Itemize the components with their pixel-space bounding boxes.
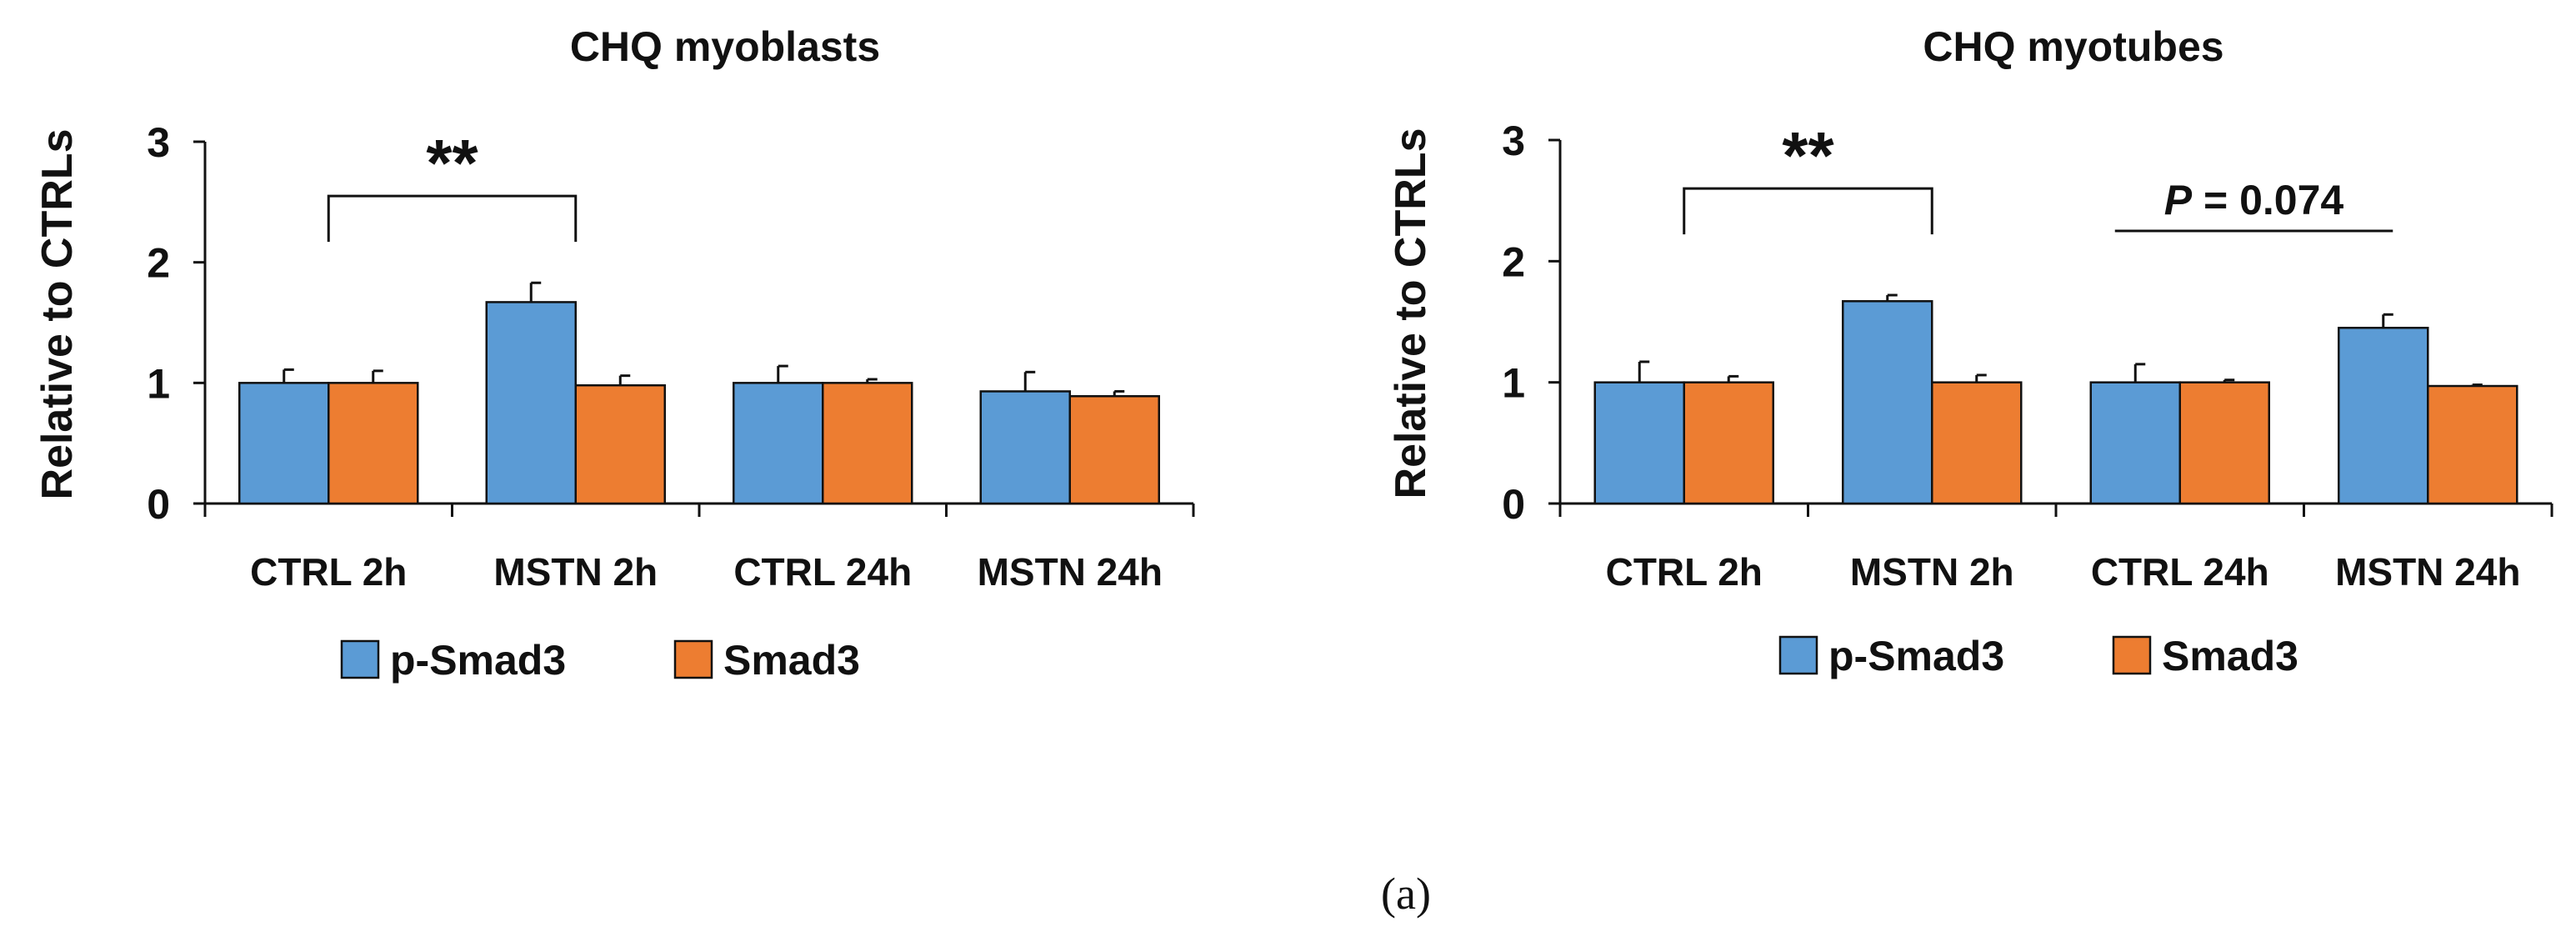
x-tick-label: CTRL 24h <box>733 550 912 594</box>
legend-label-p-smad3: p-Smad3 <box>1828 633 2004 679</box>
y-axis-label: Relative to CTRLs <box>33 129 82 500</box>
y-tick-label: 3 <box>147 119 170 166</box>
x-tick-label: CTRL 24h <box>2091 550 2269 594</box>
bar-smad3 <box>1931 381 2023 505</box>
bar-smad3 <box>2427 384 2518 505</box>
significance-annotations: ** P = 0.074 <box>1683 118 2393 235</box>
chart-myoblasts: CHQ myoblasts Relative to CTRLs 0 1 2 3 CTRL… <box>33 23 1195 684</box>
y-tick-label: 0 <box>147 481 170 528</box>
legend-swatch-smad3 <box>2112 635 2152 675</box>
legend-label-smad3: Smad3 <box>2162 633 2298 679</box>
bars <box>238 281 1160 505</box>
y-tick-label: 1 <box>147 360 170 407</box>
bar-p-smad3 <box>2338 327 2429 505</box>
x-tick-label: MSTN 2h <box>1850 550 2014 594</box>
bars <box>1593 293 2518 505</box>
bar-p-smad3 <box>485 301 577 505</box>
significance-stars: ** <box>426 126 478 200</box>
y-tick-label: 0 <box>1502 481 1525 528</box>
y-tick-label: 2 <box>1502 238 1525 285</box>
chart-title: CHQ myoblasts <box>570 23 880 70</box>
chart-myotubes: CHQ myotubes Relative to CTRLs 0 1 2 3 CTRL … <box>1387 23 2553 679</box>
x-tick-label: CTRL 2h <box>250 550 407 594</box>
y-axis-label: Relative to CTRLs <box>1387 128 1435 499</box>
bar-p-smad3 <box>238 382 330 505</box>
bar-p-smad3 <box>733 382 824 505</box>
legend-swatch-p-smad3 <box>1778 635 1818 675</box>
bar-smad3 <box>822 382 913 505</box>
x-tick-label: MSTN 2h <box>493 550 658 594</box>
x-tick-label: MSTN 24h <box>978 550 1163 594</box>
y-tick-label: 3 <box>1502 118 1525 164</box>
legend-label-p-smad3: p-Smad3 <box>390 637 566 684</box>
bar-p-smad3 <box>1593 381 1685 505</box>
bar-smad3 <box>574 383 666 505</box>
bar-smad3 <box>328 382 419 505</box>
x-tick-label: MSTN 24h <box>2335 550 2520 594</box>
bar-smad3 <box>1068 394 1160 505</box>
x-tick-label: CTRL 2h <box>1606 550 1763 594</box>
significance-bracket <box>327 194 578 243</box>
bar-smad3 <box>2178 381 2270 505</box>
y-tick-label: 1 <box>1502 360 1525 407</box>
chart-title: CHQ myotubes <box>1923 23 2223 70</box>
significance-annotations: ** <box>327 126 578 243</box>
legend: p-Smad3 Smad3 <box>340 637 860 684</box>
legend-swatch-p-smad3 <box>340 639 380 679</box>
legend-swatch-smad3 <box>673 639 713 679</box>
significance-bracket <box>1683 187 1933 235</box>
p-value-label: P = 0.074 <box>2164 177 2344 223</box>
bar-p-smad3 <box>2089 381 2181 505</box>
significance-stars: ** <box>1782 118 1834 193</box>
y-tick-label: 2 <box>147 240 170 287</box>
figure-caption: (a) <box>1381 869 1431 919</box>
bar-p-smad3 <box>979 390 1071 505</box>
legend-label-smad3: Smad3 <box>723 637 860 684</box>
legend: p-Smad3 Smad3 <box>1778 633 2298 679</box>
bar-smad3 <box>1683 381 1774 505</box>
bar-p-smad3 <box>1842 300 1933 505</box>
axes: 0 1 2 3 CTRL 2h MSTN 2h CTRL 24h MSTN 24h <box>147 119 1195 594</box>
